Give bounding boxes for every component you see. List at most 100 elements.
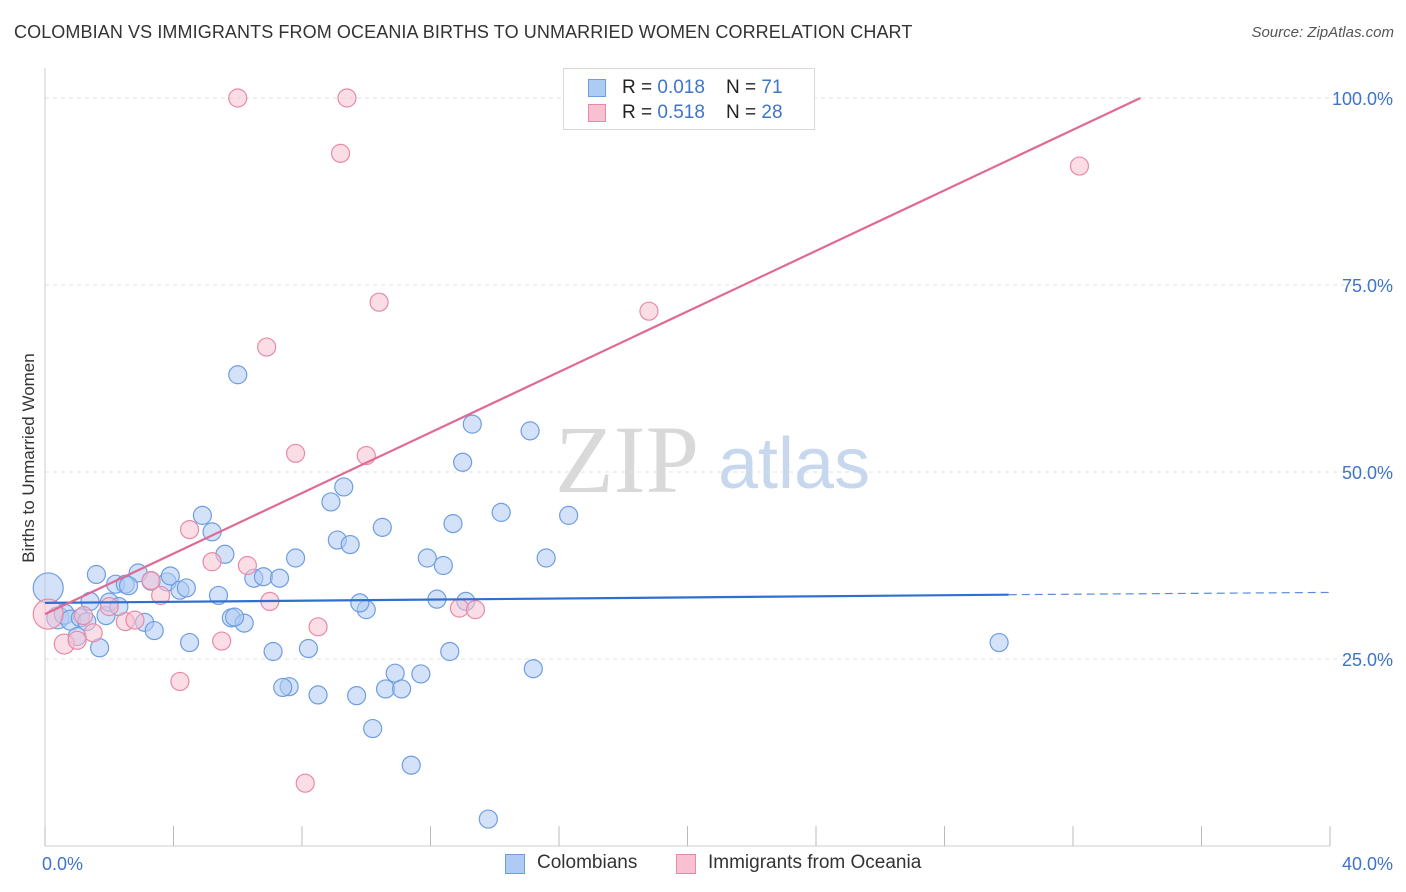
- data-point: [308, 685, 328, 705]
- data-point: [363, 718, 383, 739]
- data-point: [411, 664, 431, 684]
- x-tick-label: 40.0%: [1342, 854, 1393, 874]
- r-label: R =: [622, 102, 658, 123]
- data-point: [372, 517, 392, 537]
- data-point: [228, 365, 248, 385]
- r-label: R =: [622, 77, 658, 98]
- data-point: [453, 452, 473, 472]
- data-point: [125, 610, 145, 630]
- data-point: [253, 567, 274, 587]
- data-point: [462, 414, 482, 434]
- data-point: [285, 548, 306, 568]
- bottom-legend-label: Immigrants from Oceania: [708, 852, 922, 873]
- data-point: [440, 641, 460, 662]
- n-label: N =: [726, 102, 762, 123]
- y-axis-label: Births to Unmarried Women: [19, 353, 38, 562]
- data-point: [449, 598, 470, 618]
- bottom-legend-swatch-colombians: [505, 854, 525, 874]
- data-point: [330, 143, 351, 163]
- data-point: [391, 679, 412, 699]
- axes: [44, 68, 1331, 847]
- data-point: [228, 88, 248, 108]
- data-point: [347, 686, 367, 706]
- series-layer: [32, 88, 1331, 829]
- data-point: [417, 548, 437, 568]
- data-point: [989, 632, 1009, 653]
- trend-line: [44, 593, 1009, 604]
- data-point: [285, 443, 306, 463]
- data-point: [176, 578, 196, 598]
- n-value: 28: [761, 102, 783, 123]
- data-point: [32, 598, 64, 630]
- data-point: [273, 677, 293, 698]
- data-point: [334, 477, 354, 497]
- data-point: [520, 421, 540, 441]
- data-point: [237, 555, 257, 576]
- n-label: N =: [726, 77, 762, 98]
- watermark-zip: ZIP: [555, 406, 699, 513]
- stats-legend: R = 0.018 N = 71 R = 0.518 N = 28: [563, 68, 815, 130]
- x-tick-label: 0.0%: [42, 854, 83, 874]
- data-point: [308, 617, 328, 637]
- data-point: [298, 638, 319, 659]
- data-point: [151, 585, 171, 606]
- data-point: [375, 679, 396, 699]
- data-point: [257, 337, 277, 357]
- data-point: [491, 502, 511, 522]
- data-point: [639, 301, 659, 321]
- data-point: [1069, 156, 1090, 176]
- y-tick-label: 75.0%: [1342, 276, 1393, 296]
- data-point: [67, 630, 87, 650]
- data-point: [465, 600, 486, 620]
- data-point: [224, 607, 245, 627]
- data-point: [350, 593, 370, 613]
- data-point: [86, 564, 107, 585]
- data-point: [208, 585, 229, 606]
- data-point: [99, 597, 119, 617]
- trend-line: [44, 97, 1141, 616]
- data-point: [369, 292, 389, 312]
- chart-title: COLOMBIAN VS IMMIGRANTS FROM OCEANIA BIR…: [14, 22, 913, 42]
- data-point: [536, 548, 556, 568]
- tick-labels: 25.0% 50.0% 75.0% 100.0% 0.0% 40.0%: [42, 89, 1393, 874]
- watermark-atlas: atlas: [718, 424, 870, 504]
- data-point: [433, 555, 453, 576]
- data-point: [263, 641, 283, 662]
- n-value: 71: [761, 77, 783, 98]
- data-point: [83, 623, 103, 643]
- data-point: [340, 534, 360, 555]
- data-point: [295, 773, 315, 793]
- legend-swatch-oceania: [588, 104, 606, 122]
- data-point: [170, 671, 190, 692]
- source-label: Source: ZipAtlas.com: [1251, 24, 1394, 41]
- y-tick-label: 25.0%: [1342, 650, 1393, 670]
- data-point: [478, 809, 498, 829]
- watermark: ZIP atlas: [555, 406, 870, 513]
- data-point: [321, 492, 341, 512]
- legend-swatch-colombians: [588, 79, 606, 97]
- data-point: [401, 755, 421, 775]
- data-point: [73, 606, 94, 626]
- data-point: [160, 566, 180, 586]
- r-value: 0.018: [657, 77, 705, 98]
- data-point: [141, 570, 161, 591]
- data-point: [212, 631, 232, 651]
- y-tick-label: 100.0%: [1332, 89, 1393, 109]
- data-point: [179, 519, 200, 540]
- data-point: [523, 659, 543, 679]
- bottom-legend-label: Colombians: [537, 852, 638, 873]
- data-point: [559, 505, 579, 525]
- data-point: [443, 514, 463, 534]
- data-point: [118, 576, 139, 596]
- bottom-legend-swatch-oceania: [676, 854, 696, 874]
- data-point: [202, 552, 222, 572]
- data-point: [144, 620, 164, 641]
- y-tick-label: 50.0%: [1342, 463, 1393, 483]
- data-point: [179, 632, 200, 653]
- data-point: [192, 505, 213, 525]
- data-point: [32, 572, 64, 604]
- trend-line-extension: [1008, 591, 1331, 596]
- r-value: 0.518: [657, 102, 705, 123]
- data-point: [269, 568, 290, 588]
